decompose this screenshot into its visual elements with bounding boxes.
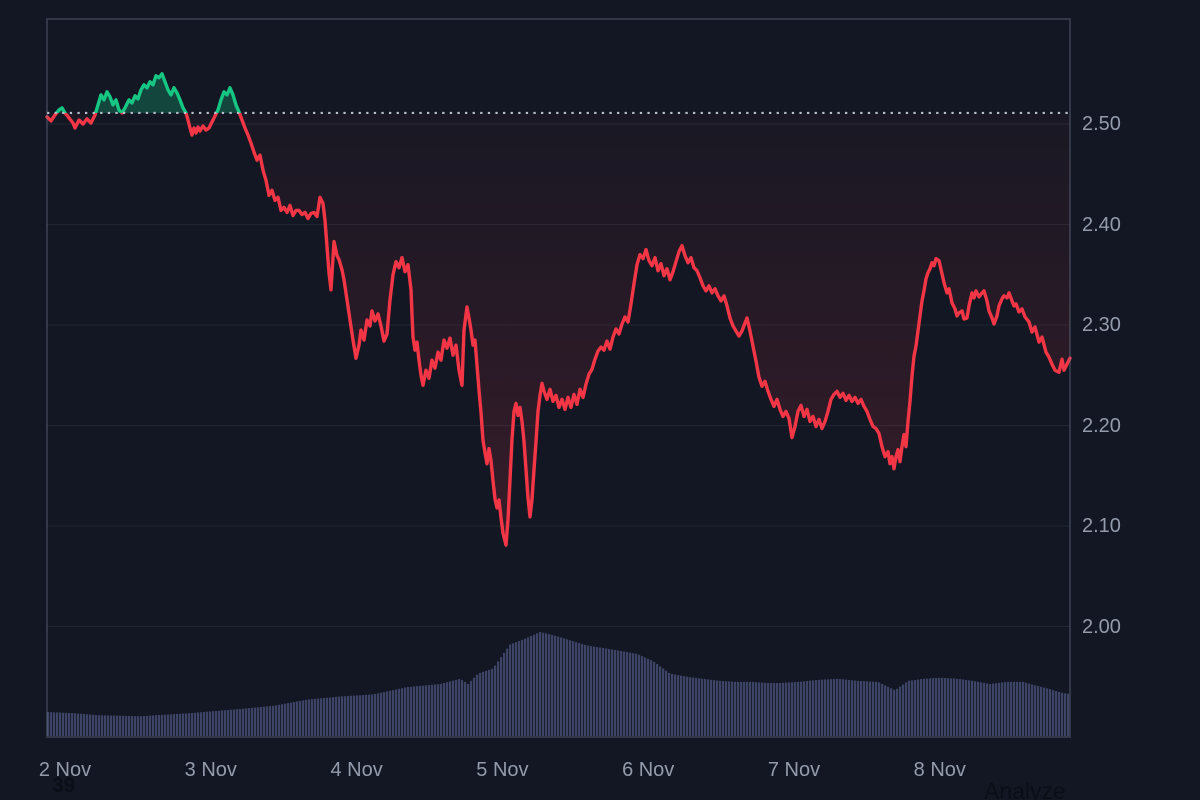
analyze-button[interactable]: Analyze [984,778,1066,800]
y-axis-label: 2.20 [1082,414,1121,437]
area-fill-up [47,73,1070,113]
y-axis-label: 2.00 [1082,615,1121,638]
price-line-down [45,112,1072,547]
y-axis-label: 2.10 [1082,515,1121,537]
price-line-up [54,72,242,113]
x-axis-label: 8 Nov [913,759,966,781]
x-axis-label: 7 Nov [767,759,821,781]
y-axis-label: 2.40 [1082,213,1121,236]
area-fill-down [47,112,1070,546]
page-number: 39 [52,774,76,797]
x-axis-label: 2 Nov [38,759,92,781]
plot-border [46,18,1071,738]
y-axis-label: 2.50 [1082,113,1121,135]
x-axis-label: 6 Nov [622,759,675,781]
volume-bars [47,632,1070,736]
x-axis-label: 5 Nov [476,759,529,781]
x-axis-label: 3 Nov [184,759,237,781]
x-axis-label: 4 Nov [330,759,383,781]
y-axis-label: 2.30 [1082,314,1121,336]
